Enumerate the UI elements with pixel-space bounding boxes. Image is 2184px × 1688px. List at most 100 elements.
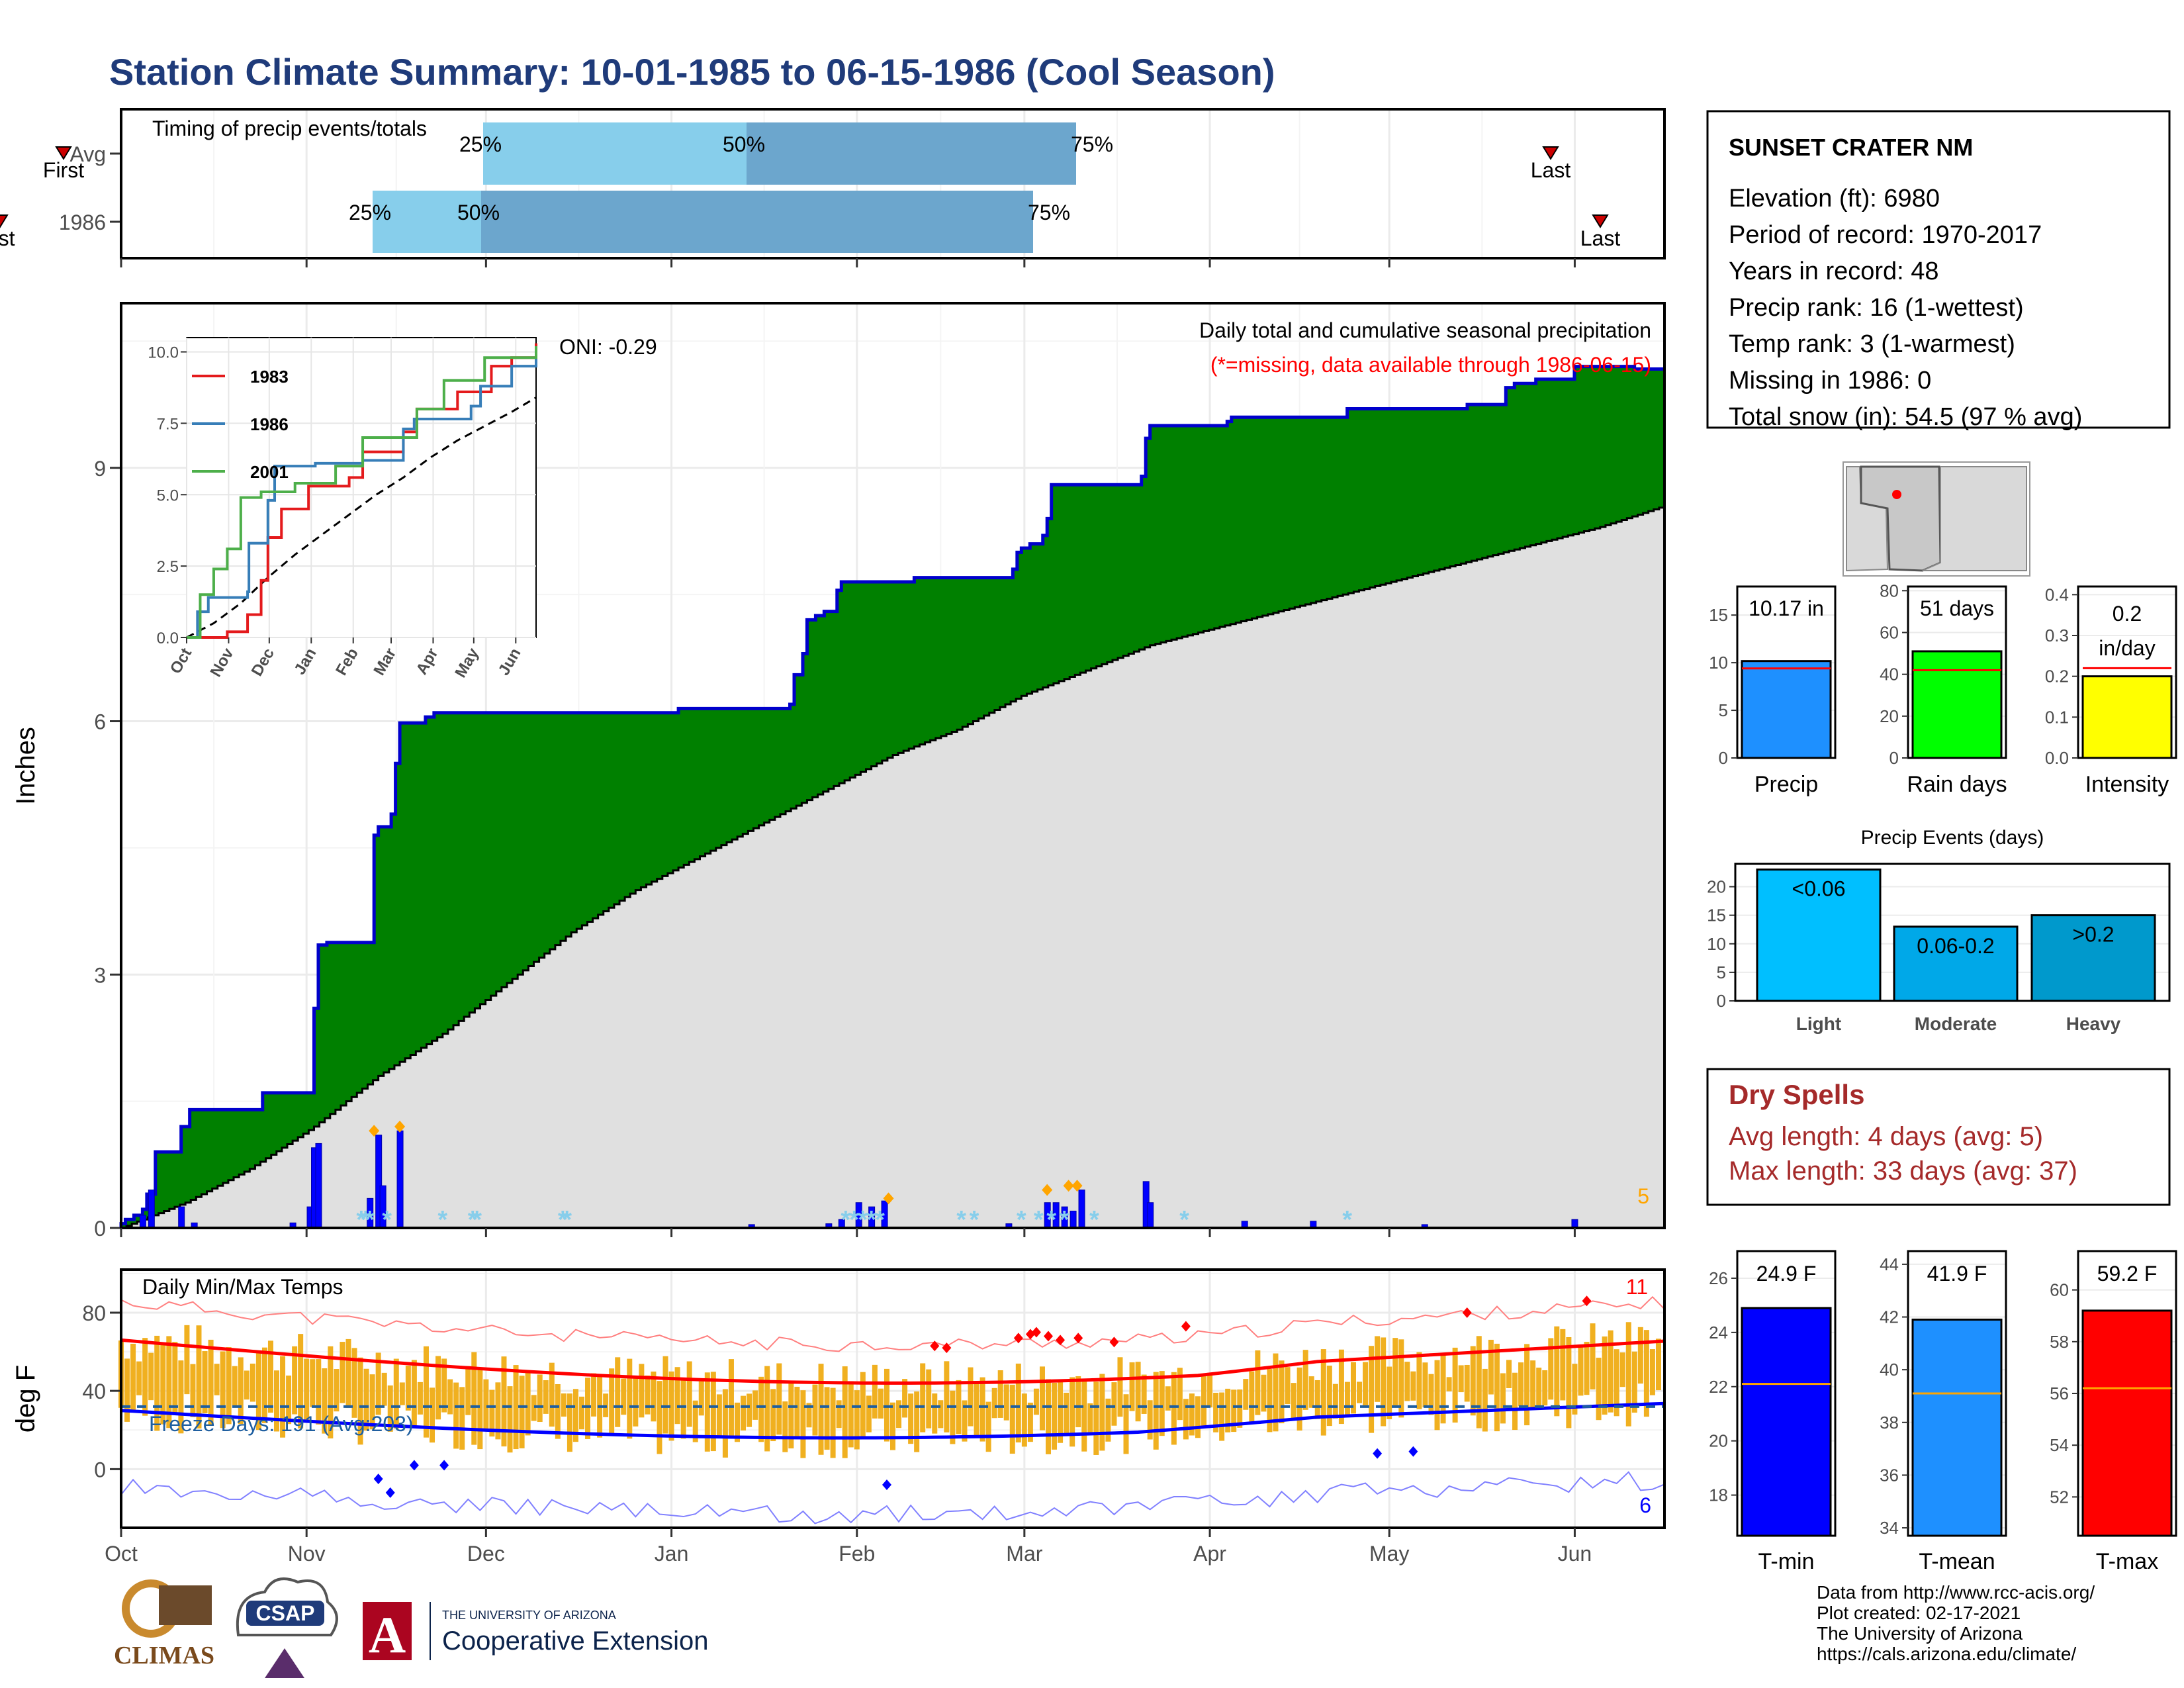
- temp-bar-value: [1911, 1319, 2003, 1537]
- temp-bar-ytick-label: 34: [1880, 1518, 1899, 1538]
- record-low-marker: [1408, 1446, 1418, 1457]
- logos: CLIMAS CSAP A THE UNIVERSITY OF ARIZONA Coop…: [114, 1577, 708, 1678]
- ua-logo-block: [363, 1602, 412, 1660]
- daily-temp-bar: [1225, 1388, 1231, 1432]
- mini-bar-frame: [1907, 585, 2007, 759]
- daily-temp-bar: [585, 1378, 591, 1439]
- daily-temp-bar: [1608, 1330, 1614, 1413]
- daily-temp-bar: [710, 1372, 716, 1452]
- daily-temp-bar: [1398, 1339, 1404, 1418]
- daily-temp-bar: [244, 1370, 250, 1400]
- daily-temp-bar: [363, 1368, 369, 1431]
- record-low-marker: [1373, 1448, 1383, 1459]
- daily-temp-bar: [513, 1365, 519, 1450]
- daily-temp-bar: [1297, 1367, 1302, 1431]
- daily-temp-bar: [1464, 1364, 1470, 1402]
- events-category-label: Heavy: [2066, 1013, 2121, 1034]
- daily-temp-bar: [686, 1361, 692, 1427]
- dry-spells-frame: [1706, 1068, 2171, 1206]
- footer-line: Data from http://www.rcc-acis.org/: [1817, 1582, 2095, 1603]
- daily-temp-bar: [1159, 1371, 1165, 1436]
- mini-bar-ytick-label: 0.1: [2045, 707, 2069, 727]
- daily-temp-bar: [1530, 1360, 1536, 1410]
- daily-temp-bar: [447, 1379, 453, 1415]
- daily-temp-bar: [519, 1376, 525, 1448]
- mini-bar-value-label: in/day: [2099, 636, 2155, 660]
- timing-frame: [120, 108, 1666, 259]
- daily-temp-bar: [1069, 1377, 1075, 1447]
- daily-temp-bar: [1536, 1368, 1542, 1409]
- daily-temp-bar: [1135, 1362, 1141, 1422]
- month-tick-label: Feb: [839, 1542, 875, 1566]
- daily-precip-bar: [1147, 1202, 1154, 1229]
- daily-temp-bar: [1237, 1389, 1243, 1428]
- station-info-line: Period of record: 1970-2017: [1729, 221, 2042, 249]
- daily-temp-bar: [633, 1377, 639, 1427]
- timing-first-marker: [0, 214, 9, 228]
- temp-bar-ytick-label: 22: [1709, 1377, 1728, 1397]
- daily-temp-bar: [741, 1395, 747, 1430]
- temp-bar-ytick-label: 26: [1709, 1268, 1728, 1288]
- daily-temp-bar: [1058, 1382, 1064, 1443]
- daily-temp-bar: [950, 1390, 956, 1444]
- record-high-line: [120, 1296, 1665, 1352]
- ua-logo-big-text: Cooperative Extension: [442, 1626, 708, 1656]
- events-category-label: Light: [1796, 1013, 1841, 1034]
- daily-temp-bar: [1243, 1379, 1249, 1410]
- dry-spells-title: Dry Spells: [1729, 1079, 1864, 1110]
- station-info-line: Temp rank: 3 (1-warmest): [1729, 330, 2015, 358]
- daily-temp-bar: [812, 1384, 818, 1436]
- daily-temp-bar: [357, 1357, 363, 1445]
- daily-temp-bar: [764, 1366, 770, 1452]
- record-high-marker: [1181, 1321, 1191, 1332]
- month-tick-label: Dec: [467, 1542, 505, 1566]
- daily-temp-bar: [1619, 1352, 1625, 1387]
- daily-temp-bar: [423, 1346, 429, 1438]
- daily-temp-bar: [310, 1359, 316, 1407]
- daily-temp-bar: [1147, 1400, 1153, 1440]
- dry-spells-box: Dry Spells Avg length: 4 days (avg: 5) Max…: [1706, 1068, 2171, 1206]
- daily-temp-bar: [854, 1390, 860, 1450]
- temp-bar-ytick-label: 18: [1709, 1485, 1728, 1505]
- daily-temp-bar: [728, 1359, 734, 1437]
- temp-bar-ytick-label: 58: [2050, 1332, 2069, 1352]
- month-tick-label: May: [1369, 1542, 1409, 1566]
- ua-logo-small-text: THE UNIVERSITY OF ARIZONA: [442, 1609, 616, 1622]
- daily-temp-bar: [985, 1401, 991, 1452]
- daily-temp-bar: [578, 1396, 584, 1430]
- month-tick-label: Oct: [105, 1542, 138, 1566]
- snow-day-marker: *: [562, 1206, 572, 1234]
- timing-p50-label: 50%: [457, 201, 500, 224]
- mini-bar-axis-label: Rain days: [1907, 772, 2007, 797]
- daily-temp-bar: [238, 1357, 244, 1425]
- daily-temp-bar: [214, 1364, 220, 1395]
- daily-temp-bar: [483, 1379, 489, 1431]
- timing-bar-q2: [481, 191, 1033, 253]
- inset-legend-label: 1983: [250, 367, 289, 387]
- daily-temp-bar: [1183, 1399, 1189, 1440]
- snow-day-marker: *: [1060, 1206, 1069, 1234]
- daily-temp-bar: [537, 1374, 543, 1423]
- daily-temp-bar: [698, 1381, 704, 1416]
- temps-ytick-label: 40: [82, 1380, 106, 1403]
- timing-bar-q1: [483, 122, 747, 185]
- mini-bar-ytick-label: 10: [1709, 653, 1728, 673]
- inset-average-line: [186, 397, 537, 639]
- temps-y-axis-label: deg F: [11, 1365, 40, 1432]
- daily-temp-bar: [1003, 1384, 1009, 1421]
- daily-temp-bar: [926, 1369, 932, 1429]
- daily-temp-bar: [1566, 1336, 1572, 1429]
- daily-temp-bar: [1572, 1364, 1578, 1415]
- mini-bar-value-label: 51 days: [1920, 596, 1994, 620]
- inset-series-2001: [187, 346, 537, 639]
- temp-bar-axis-label: T-max: [2096, 1549, 2158, 1574]
- daily-temp-bar: [411, 1360, 417, 1429]
- daily-temp-bar: [1117, 1357, 1123, 1417]
- timing-p75-label: 75%: [1071, 132, 1113, 156]
- daily-temp-bar: [1039, 1366, 1045, 1430]
- temp-bar-value: [2081, 1309, 2173, 1537]
- daily-temp-bar: [1338, 1349, 1344, 1425]
- daily-temp-bar: [627, 1358, 633, 1439]
